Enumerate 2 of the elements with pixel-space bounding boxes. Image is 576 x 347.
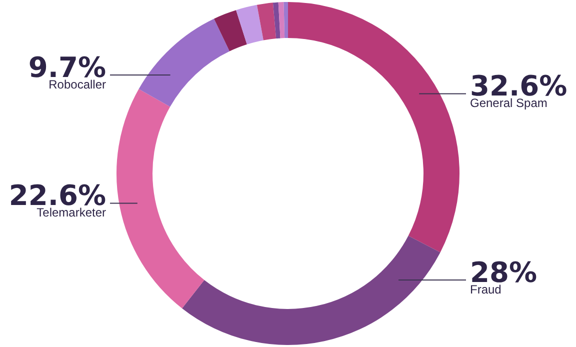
slice-label: General Spam bbox=[470, 96, 548, 110]
slice-label: Telemarketer bbox=[36, 206, 106, 220]
